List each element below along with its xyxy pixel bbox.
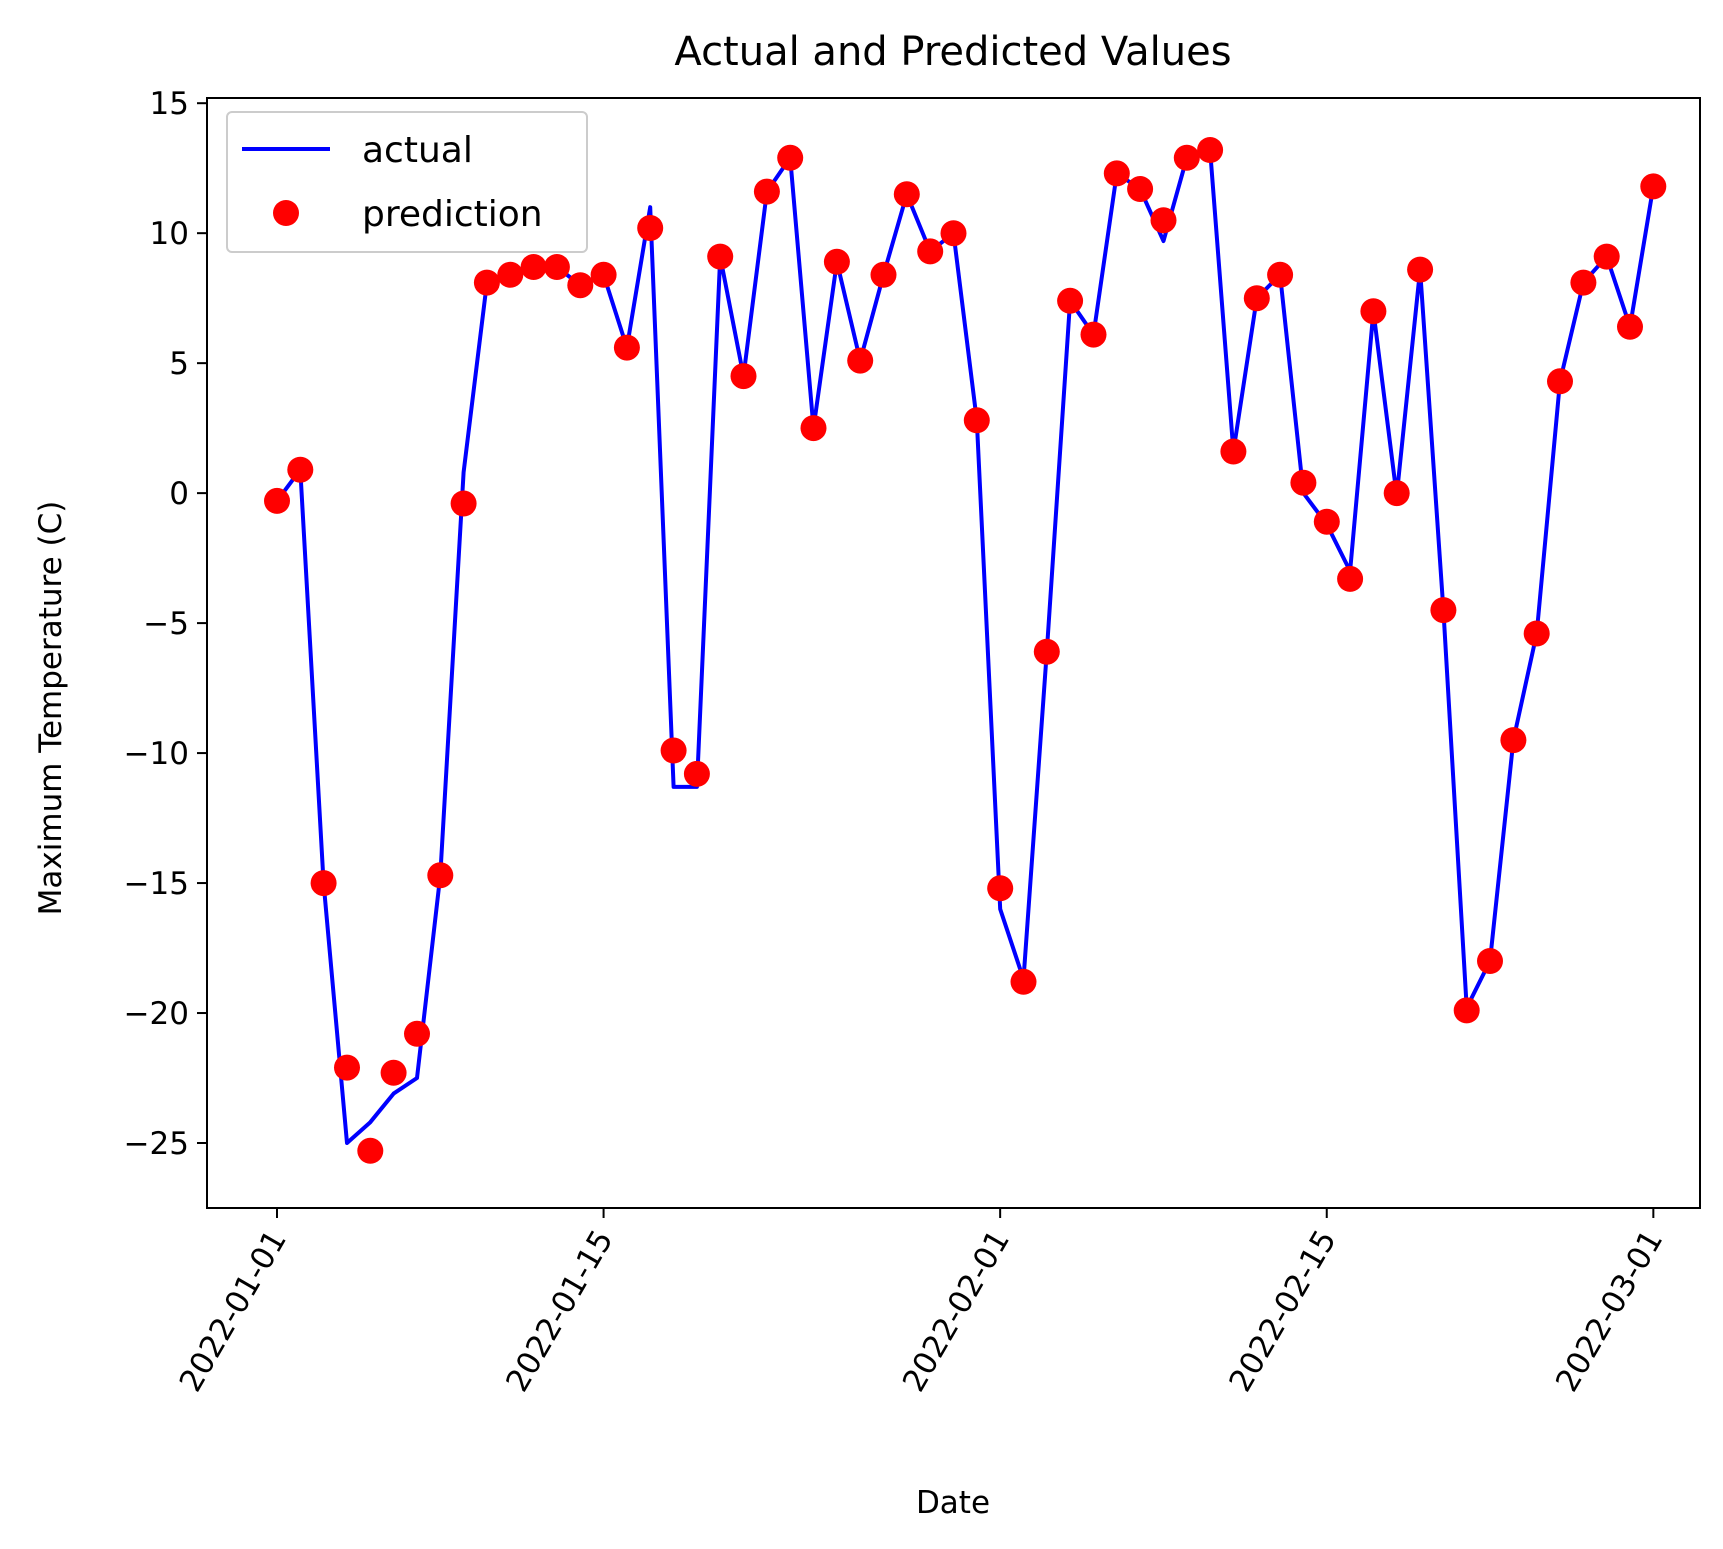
prediction-point [987,875,1014,902]
prediction-point [1407,256,1434,283]
y-axis: 15 10 5 0 −5 −10 −15 −20 −25 [124,86,207,1162]
prediction-point [1033,638,1060,665]
prediction-point [847,347,874,374]
prediction-point [1337,565,1364,592]
prediction-point [1570,269,1597,296]
prediction-point [380,1059,407,1086]
prediction-point [520,254,547,280]
prediction-point [1243,285,1270,312]
prediction-point [1500,727,1527,754]
prediction-point [823,248,850,275]
legend-actual-label: actual [362,130,473,171]
prediction-point [1267,261,1294,288]
prediction-point [963,407,990,434]
prediction-point [1127,176,1154,202]
prediction-point [590,261,617,288]
prediction-point [357,1137,384,1164]
prediction-point [497,261,524,288]
prediction-point [567,272,594,299]
y-tick-label: −10 [124,736,189,772]
y-axis-label: Maximum Temperature (C) [33,501,69,916]
axes-frame [206,97,1701,1209]
prediction-point [870,261,897,288]
prediction-point [1010,968,1037,995]
prediction-point [800,415,827,442]
y-tick-label: 5 [169,346,189,382]
prediction-point [917,238,944,265]
prediction-point [543,254,570,280]
prediction-point [1640,173,1667,200]
prediction-point [707,243,734,270]
prediction-point [1313,508,1340,535]
prediction-point [637,215,664,241]
y-tick-label: 15 [150,86,189,122]
y-tick-label: −20 [124,996,189,1032]
prediction-point [1617,313,1643,340]
legend-prediction-label: prediction [362,194,543,235]
y-tick-label: 10 [150,216,189,252]
prediction-point [940,220,967,247]
prediction-point [1057,287,1084,314]
prediction-point [287,456,314,483]
prediction-point [1220,438,1247,465]
prediction-point [613,334,640,361]
prediction-point [1430,597,1457,624]
prediction-point [1150,207,1177,234]
y-tick-label: −25 [124,1126,189,1162]
prediction-point [450,490,477,517]
prediction-point [1103,160,1130,187]
series-group [264,137,1667,1164]
prediction-point [1080,321,1107,348]
chart-title: Actual and Predicted Values [674,29,1231,75]
prediction-point [753,178,780,205]
prediction-point [1453,997,1480,1024]
prediction-point [310,870,337,897]
legend-prediction-swatch [273,200,299,226]
prediction-point [1593,243,1620,270]
prediction-point [683,760,710,787]
prediction-point [730,363,757,390]
x-axis-label: Date [916,1485,990,1521]
prediction-point [427,862,454,889]
y-tick-label: −15 [124,866,189,902]
prediction-point [473,269,500,296]
prediction-point [334,1054,360,1081]
y-tick-label: 0 [169,476,189,512]
prediction-point [404,1020,430,1047]
prediction-point [893,181,920,208]
prediction-point [1197,137,1224,163]
prediction-point [1290,469,1317,496]
prediction-point [1523,620,1550,647]
prediction-point [1547,368,1573,395]
prediction-point [660,737,687,764]
y-tick-label: −5 [143,606,189,642]
prediction-point [1173,144,1200,171]
prediction-point [1383,480,1410,507]
prediction-point [1477,948,1503,974]
legend: actual prediction [226,111,588,253]
prediction-point [777,144,804,171]
prediction-point [1360,298,1387,325]
prediction-point [264,487,290,514]
